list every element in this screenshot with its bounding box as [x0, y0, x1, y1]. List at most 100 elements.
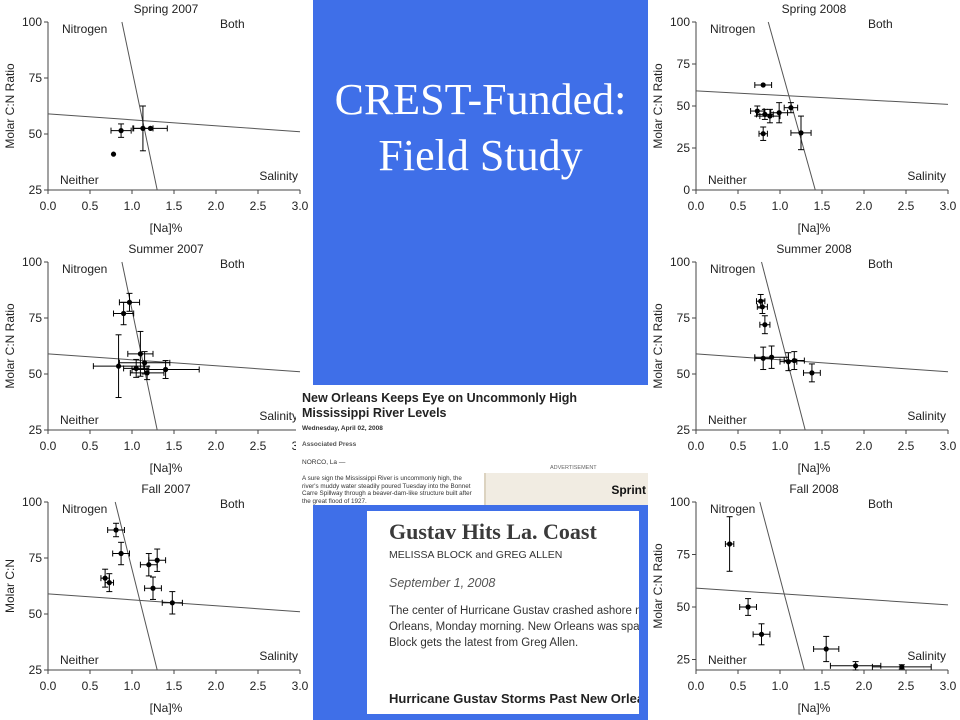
y-tick-label: 50	[29, 127, 43, 141]
data-point	[798, 130, 804, 136]
chart-title: Fall 2007	[141, 482, 191, 496]
article-subhead: Hurricane Gustav Storms Past New Orleans	[389, 691, 639, 706]
threshold-line	[114, 501, 158, 671]
y-tick-label: 75	[29, 311, 43, 325]
chart-svg: 0 25 50 75 100 0.0 0.5 1.0 1.5 2.0 2.5 3.0 Nitrogen B…	[651, 2, 957, 235]
quadrant-label-neither: Neither	[708, 413, 747, 427]
x-tick-label: 0.5	[82, 439, 99, 453]
x-tick-label: 1.5	[166, 199, 183, 213]
x-tick-label: 1.0	[772, 439, 789, 453]
article-dateline: NORCO, La —	[302, 459, 346, 466]
data-point	[169, 600, 175, 606]
chart-fall-2007: 25 50 75 100 0.0 0.5 1.0 1.5 2.0 2.5 3.0 Nitrogen Bo…	[0, 480, 312, 720]
data-point	[126, 299, 133, 305]
quadrant-label-salinity: Salinity	[907, 409, 946, 423]
quadrant-label-nitrogen: Nitrogen	[710, 22, 755, 36]
x-tick-label: 0.5	[82, 199, 99, 213]
quadrant-label-nitrogen: Nitrogen	[62, 502, 107, 516]
slide-title-line2: Field Study	[378, 131, 583, 180]
article-body-line: The center of Hurricane Gustav crashed a…	[389, 605, 639, 617]
y-tick-label: 100	[670, 495, 690, 509]
x-tick-label: 1.5	[814, 439, 831, 453]
chart-summer-2007: 2550751000.00.51.01.52.02.53.0NitrogenBo…	[0, 240, 312, 480]
y-tick-label: 75	[29, 71, 43, 85]
data-point	[767, 113, 773, 119]
x-axis-label: [Na]%	[798, 701, 831, 715]
threshold-line	[761, 261, 806, 431]
slide-title: CREST-Funded: Field Study	[313, 72, 648, 184]
data-point	[163, 366, 169, 373]
y-tick-label: 50	[29, 367, 43, 381]
data-point	[146, 562, 152, 568]
chart-spring-2008: 0 25 50 75 100 0.0 0.5 1.0 1.5 2.0 2.5 3.0 Nitrogen B…	[648, 0, 960, 240]
data-point	[102, 575, 108, 581]
quadrant-label-neither: Neither	[60, 173, 99, 187]
threshold-line	[47, 113, 301, 133]
article-body: A sure sign the Mississippi River is unc…	[302, 475, 472, 505]
threshold-line	[121, 261, 158, 431]
data-point	[760, 82, 766, 88]
article-body: The center of Hurricane Gustav crashed a…	[389, 603, 639, 651]
data-point	[133, 365, 139, 371]
x-tick-label: 2.5	[898, 439, 915, 453]
data-point	[147, 125, 154, 131]
y-tick-label: 25	[29, 423, 43, 437]
data-point	[745, 604, 751, 610]
x-tick-label: 0.0	[688, 439, 705, 453]
x-tick-label: 2.5	[250, 679, 267, 693]
data-point	[154, 557, 160, 563]
quadrant-label-nitrogen: Nitrogen	[62, 22, 107, 36]
y-tick-label: 50	[29, 607, 43, 621]
quadrant-label-both: Both	[868, 17, 893, 31]
x-axis-label: [Na]%	[150, 221, 183, 235]
x-tick-label: 3.0	[940, 199, 957, 213]
x-tick-label: 2.0	[208, 439, 225, 453]
quadrant-label-neither: Neither	[708, 173, 747, 187]
x-tick-label: 0.0	[688, 679, 705, 693]
article-date: September 1, 2008	[389, 576, 496, 590]
x-tick-label: 1.5	[166, 439, 183, 453]
quadrant-label-neither: Neither	[60, 653, 99, 667]
y-tick-label: 25	[677, 141, 691, 155]
x-axis-label: [Na]%	[798, 461, 831, 475]
x-tick-label: 0.0	[40, 679, 57, 693]
chart-summer-2008: 25 50 75 100 0.0 0.5 1.0 1.5 2.0 2.5 3.0 Nitrogen Bo…	[648, 240, 960, 480]
x-tick-label: 2.5	[250, 199, 267, 213]
data-point	[115, 363, 122, 369]
news-clipping-gustav: Gustav Hits La. Coast MELISSA BLOCK and …	[367, 511, 639, 714]
x-tick-label: 0.0	[688, 199, 705, 213]
quadrant-label-both: Both	[868, 257, 893, 271]
x-axis-label: [Na]%	[798, 221, 831, 235]
article-source: Associated Press	[302, 441, 357, 448]
y-tick-label: 50	[677, 367, 691, 381]
data-point	[118, 550, 124, 557]
x-tick-label: 3.0	[940, 439, 957, 453]
y-tick-label: 100	[22, 15, 42, 29]
y-tick-label: 25	[29, 183, 43, 197]
data-point	[785, 359, 791, 365]
threshold-line	[121, 21, 158, 191]
x-tick-label: 2.5	[898, 679, 915, 693]
x-tick-label: 2.0	[856, 439, 873, 453]
chart-spring-2007: 25 50 75 100 0.0 0.5 1.0 1.5 2.0 2.5 3.0 Nitrogen Bo…	[0, 0, 312, 240]
quadrant-label-salinity: Salinity	[259, 169, 298, 183]
x-tick-label: 2.0	[856, 199, 873, 213]
data-point	[106, 580, 112, 586]
chart-title: Fall 2008	[789, 482, 839, 496]
data-point	[113, 527, 119, 533]
data-point	[823, 646, 829, 652]
quadrant-label-nitrogen: Nitrogen	[710, 502, 755, 516]
data-point	[762, 322, 768, 328]
ad-label: ADVERTISEMENT	[550, 465, 597, 471]
data-point	[899, 664, 905, 670]
quadrant-label-nitrogen: Nitrogen	[710, 262, 755, 276]
quadrant-label-neither: Neither	[708, 653, 747, 667]
x-axis-label: [Na]%	[150, 701, 183, 715]
chart-svg: 2550751000.00.51.01.52.02.53.0NitrogenBo…	[3, 242, 309, 475]
threshold-line	[695, 587, 949, 606]
x-tick-label: 0.0	[40, 199, 57, 213]
y-axis-label: Molar C:N Ratio	[3, 63, 17, 149]
x-tick-label: 0.5	[730, 199, 747, 213]
